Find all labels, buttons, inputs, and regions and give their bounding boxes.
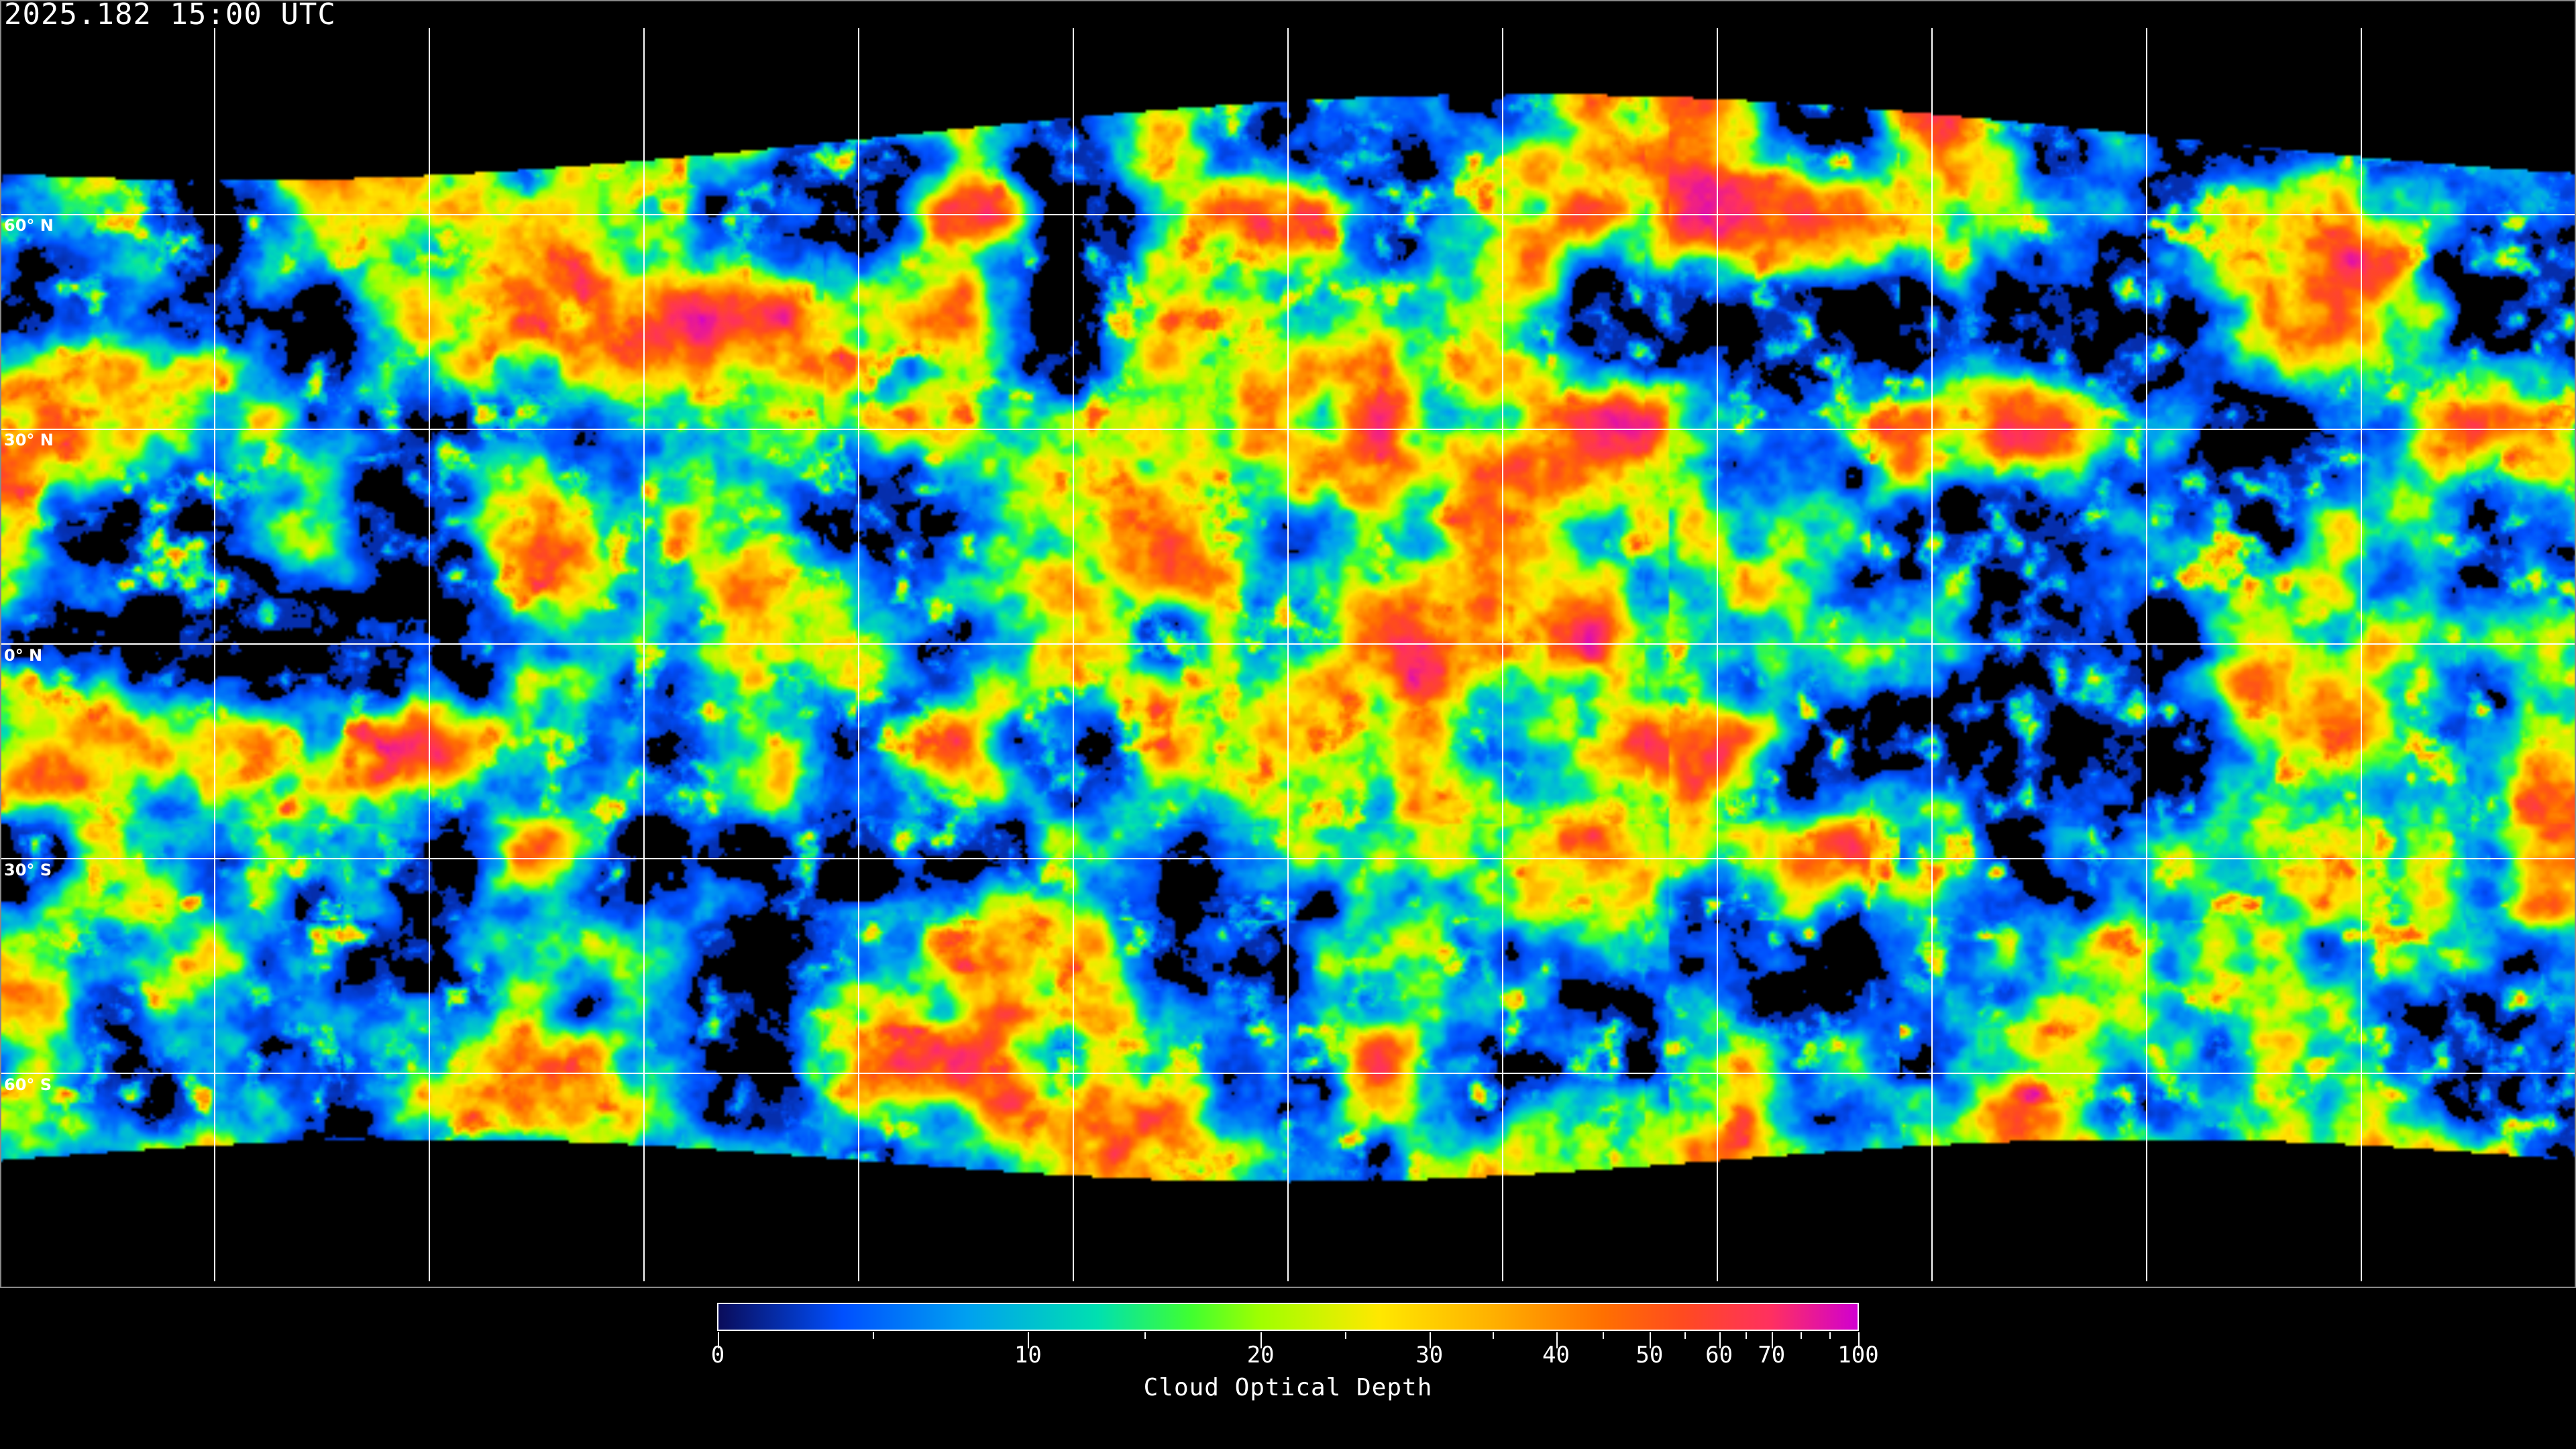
colorbar-tick-label: 50 (1635, 1342, 1664, 1368)
colorbar-tick-label: 30 (1415, 1342, 1444, 1368)
colorbar-major-tick (718, 1332, 719, 1348)
colorbar-tick-label: 20 (1246, 1342, 1275, 1368)
colorbar (717, 1303, 1859, 1331)
lat-label-30n: 30° N (4, 431, 54, 449)
colorbar-major-tick (1771, 1332, 1773, 1348)
graticule (0, 0, 2576, 1288)
colorbar-tick-label: 60 (1705, 1342, 1733, 1368)
colorbar-tick-label: 70 (1758, 1342, 1786, 1368)
colorbar-minor-tick (1144, 1332, 1146, 1339)
colorbar-major-tick (1260, 1332, 1263, 1348)
colorbar-major-tick (1556, 1332, 1558, 1348)
colorbar-tick-label: 0 (710, 1342, 725, 1368)
timestamp: 2025.182 15:00 UTC (4, 0, 336, 32)
colorbar-tick-label: 10 (1014, 1342, 1042, 1368)
lat-label-30s: 30° S (4, 861, 52, 879)
colorbar-major-tick (1649, 1332, 1651, 1348)
colorbar-minor-tick (1603, 1332, 1605, 1339)
colorbar-title: Cloud Optical Depth (1143, 1374, 1433, 1401)
colorbar-minor-tick (1493, 1332, 1495, 1339)
colorbar-minor-tick (873, 1332, 875, 1339)
colorbar-minor-tick (1345, 1332, 1346, 1339)
lat-label-60n: 60° N (4, 216, 54, 235)
lat-label-60s: 60° S (4, 1075, 52, 1094)
colorbar-major-tick (1719, 1332, 1721, 1348)
colorbar-major-tick (1858, 1332, 1860, 1348)
colorbar-major-tick (1028, 1332, 1030, 1348)
colorbar-minor-tick (1745, 1332, 1747, 1339)
colorbar-ticks (718, 1332, 1860, 1348)
colorbar-minor-tick (1684, 1332, 1686, 1339)
colorbar-major-tick (1429, 1332, 1431, 1348)
colorbar-minor-tick (1800, 1332, 1802, 1339)
colorbar-minor-tick (1829, 1332, 1831, 1339)
colorbar-tick-label: 40 (1542, 1342, 1570, 1368)
colorbar-tick-label: 100 (1837, 1342, 1879, 1368)
lat-label-0: 0° N (4, 646, 43, 665)
map-frame (0, 0, 2576, 1288)
